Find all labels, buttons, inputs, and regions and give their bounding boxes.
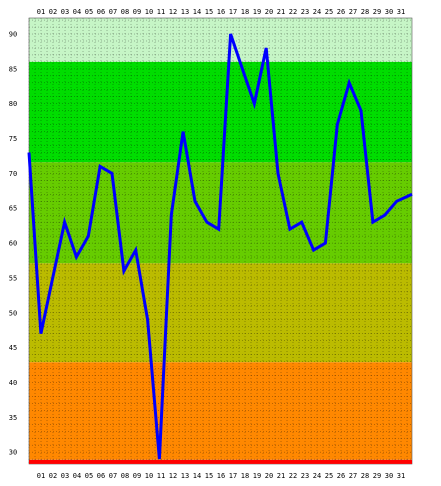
- x-tick-label-bottom: 18: [241, 472, 249, 480]
- y-tick-label: 70: [9, 170, 17, 178]
- x-tick-label-bottom: 16: [217, 472, 225, 480]
- x-tick-label-bottom: 13: [181, 472, 189, 480]
- x-tick-label-bottom: 04: [73, 472, 81, 480]
- x-tick-label-top: 03: [61, 8, 69, 16]
- y-tick-label: 65: [9, 205, 17, 213]
- y-tick-label: 90: [9, 31, 17, 39]
- series-group: [27, 33, 413, 460]
- y-tick-label: 40: [9, 379, 17, 387]
- x-tick-label-top: 19: [253, 8, 261, 16]
- x-tick-label-bottom: 27: [349, 472, 357, 480]
- x-tick-label-bottom: 15: [205, 472, 213, 480]
- x-tick-label-bottom: 17: [229, 472, 237, 480]
- baseline-bar: [29, 459, 412, 464]
- x-tick-label-bottom: 29: [373, 472, 381, 480]
- x-tick-label-bottom: 06: [97, 472, 105, 480]
- x-tick-label-top: 17: [229, 8, 237, 16]
- x-tick-label-bottom: 31: [397, 472, 405, 480]
- x-tick-label-bottom: 21: [277, 472, 285, 480]
- x-tick-label-top: 16: [217, 8, 225, 16]
- x-tick-label-top: 20: [265, 8, 273, 16]
- x-tick-label-bottom: 28: [361, 472, 369, 480]
- x-tick-label-top: 12: [169, 8, 177, 16]
- x-tick-label-top: 24: [313, 8, 321, 16]
- y-tick-label: 45: [9, 344, 17, 352]
- y-tick-label: 80: [9, 100, 17, 108]
- x-tick-label-bottom: 10: [145, 472, 153, 480]
- band-5: [29, 362, 412, 460]
- x-tick-label-top: 22: [289, 8, 297, 16]
- x-tick-label-top: 04: [73, 8, 81, 16]
- y-tick-label: 75: [9, 135, 17, 143]
- x-axis-bottom: 01 02 03 04 05 06 07 08 09 10 11 12 13 14 15 16 17 18 19 20…: [37, 472, 405, 480]
- x-tick-label-top: 07: [109, 8, 117, 16]
- x-tick-label-top: 30: [385, 8, 393, 16]
- x-tick-label-bottom: 02: [49, 472, 57, 480]
- x-tick-label-top: 31: [397, 8, 405, 16]
- x-tick-label-top: 13: [181, 8, 189, 16]
- x-tick-label-top: 14: [193, 8, 201, 16]
- x-tick-label-top: 08: [121, 8, 129, 16]
- x-tick-label-bottom: 30: [385, 472, 393, 480]
- x-tick-label-bottom: 14: [193, 472, 201, 480]
- x-tick-label-bottom: 07: [109, 472, 117, 480]
- y-tick-label: 35: [9, 414, 17, 422]
- x-axis-top: 01 02 03 04 05 06 07 08 09 10 11 12 13 14 15 16 17 18 19 20…: [37, 8, 405, 16]
- x-tick-label-top: 21: [277, 8, 285, 16]
- y-tick-label: 55: [9, 274, 17, 282]
- band-2: [29, 61, 412, 163]
- x-tick-label-bottom: 24: [313, 472, 321, 480]
- x-tick-label-bottom: 12: [169, 472, 177, 480]
- x-tick-label-top: 09: [133, 8, 141, 16]
- x-tick-label-bottom: 25: [325, 472, 333, 480]
- x-tick-label-bottom: 19: [253, 472, 261, 480]
- x-tick-label-bottom: 09: [133, 472, 141, 480]
- x-tick-label-top: 10: [145, 8, 153, 16]
- x-tick-label-top: 25: [325, 8, 333, 16]
- x-tick-label-bottom: 05: [85, 472, 93, 480]
- x-tick-label-top: 02: [49, 8, 57, 16]
- x-tick-label-bottom: 03: [61, 472, 69, 480]
- x-tick-label-top: 29: [373, 8, 381, 16]
- x-tick-label-bottom: 01: [37, 472, 45, 480]
- y-tick-label: 60: [9, 240, 17, 248]
- series-line-1: [27, 33, 413, 460]
- x-tick-label-bottom: 26: [337, 472, 345, 480]
- band-1: [29, 18, 412, 62]
- x-tick-label-bottom: 23: [301, 472, 309, 480]
- y-axis: 90 85 80 75 70 65 60 55 50 45 40 35 30: [9, 31, 17, 457]
- x-tick-label-top: 28: [361, 8, 369, 16]
- x-tick-label-top: 01: [37, 8, 45, 16]
- x-tick-label-top: 18: [241, 8, 249, 16]
- plot-frame: [28, 17, 413, 465]
- x-tick-label-top: 27: [349, 8, 357, 16]
- x-tick-label-bottom: 11: [157, 472, 165, 480]
- x-tick-label-top: 05: [85, 8, 93, 16]
- x-tick-label-top: 06: [97, 8, 105, 16]
- y-tick-label: 85: [9, 65, 17, 73]
- color-bands: [29, 18, 412, 460]
- y-tick-label: 30: [9, 449, 17, 457]
- x-tick-label-bottom: 22: [289, 472, 297, 480]
- y-tick-label: 50: [9, 309, 17, 317]
- x-tick-label-top: 11: [157, 8, 165, 16]
- x-tick-label-bottom: 20: [265, 472, 273, 480]
- x-tick-label-top: 15: [205, 8, 213, 16]
- x-tick-label-top: 23: [301, 8, 309, 16]
- baseline-group: [29, 459, 412, 464]
- x-tick-label-top: 26: [337, 8, 345, 16]
- x-tick-label-bottom: 08: [121, 472, 129, 480]
